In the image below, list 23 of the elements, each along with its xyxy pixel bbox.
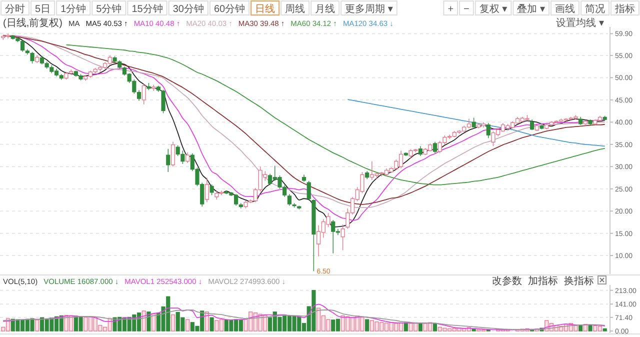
text: 5分钟 <box>96 3 122 15</box>
text: 60分钟 <box>214 3 246 15</box>
text: 复权 ▾ <box>479 3 508 15</box>
text: − <box>464 4 470 15</box>
text: 画线 <box>555 3 575 15</box>
chart-title: (日线,前复权) <box>3 17 62 29</box>
text: 叠加 ▾ <box>517 3 545 15</box>
text: 1分钟 <box>60 3 86 15</box>
text: 设置均线 ▾ <box>556 17 604 29</box>
text: 简况 <box>585 3 605 15</box>
text: 日线 <box>255 3 276 15</box>
text: 换指标 <box>564 275 594 287</box>
text: 5日 <box>35 4 51 15</box>
text: 改参数 <box>492 275 522 287</box>
text: 加指标 <box>528 275 558 287</box>
text: 更多周期 ▾ <box>345 3 393 15</box>
text: 月线 <box>315 3 336 15</box>
text: 15分钟 <box>132 3 163 15</box>
text: + <box>448 4 454 15</box>
text: 周线 <box>285 3 306 15</box>
text: 30分钟 <box>172 3 204 15</box>
text: 指标 <box>614 3 635 15</box>
text: 分时 <box>5 3 25 15</box>
